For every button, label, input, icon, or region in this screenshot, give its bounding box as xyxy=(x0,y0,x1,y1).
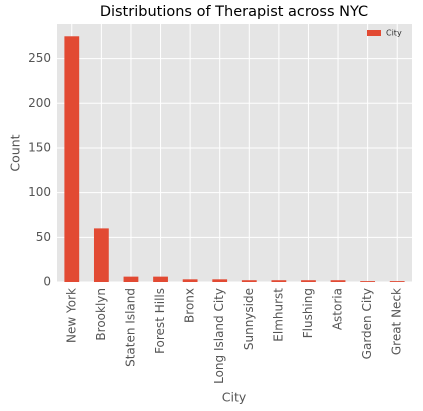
y-tick-label: 250 xyxy=(28,51,51,65)
bar xyxy=(212,279,228,282)
bar xyxy=(330,280,346,282)
x-tick-label: Brooklyn xyxy=(94,288,108,341)
x-axis-label: City xyxy=(222,390,247,405)
plot-area xyxy=(57,24,412,282)
chart-title: Distributions of Therapist across NYC xyxy=(100,4,368,20)
y-axis-label: Count xyxy=(8,134,23,171)
y-tick-label: 0 xyxy=(43,275,51,289)
x-tick-label: Elmhurst xyxy=(271,288,285,342)
legend-swatch xyxy=(367,30,381,36)
bar xyxy=(123,276,139,282)
x-tick-label: New York xyxy=(64,288,78,343)
y-tick-label: 50 xyxy=(36,230,51,244)
bar xyxy=(271,280,287,282)
x-tick-label: Staten Island xyxy=(123,288,137,367)
bar xyxy=(153,276,168,282)
bar xyxy=(182,279,198,282)
x-tick-label: Long Island City xyxy=(212,288,226,384)
x-tick-label: Astoria xyxy=(331,288,345,330)
x-tick-label: Garden City xyxy=(360,288,374,359)
legend-label: City xyxy=(386,29,402,38)
bar xyxy=(301,280,316,282)
y-tick-label: 200 xyxy=(28,96,51,110)
x-tick-label: Flushing xyxy=(301,288,315,338)
bar xyxy=(389,281,405,282)
y-tick-label: 100 xyxy=(28,185,51,199)
x-tick-label: Sunnyside xyxy=(242,288,256,350)
x-tick-label: Bronx xyxy=(183,288,197,323)
bar xyxy=(93,228,109,282)
x-tick-label: Forest Hills xyxy=(153,288,167,354)
x-tick-label: Great Neck xyxy=(390,288,404,355)
y-tick-label: 150 xyxy=(28,140,51,154)
bar xyxy=(241,280,257,282)
bar xyxy=(64,36,80,283)
bar xyxy=(360,281,376,282)
